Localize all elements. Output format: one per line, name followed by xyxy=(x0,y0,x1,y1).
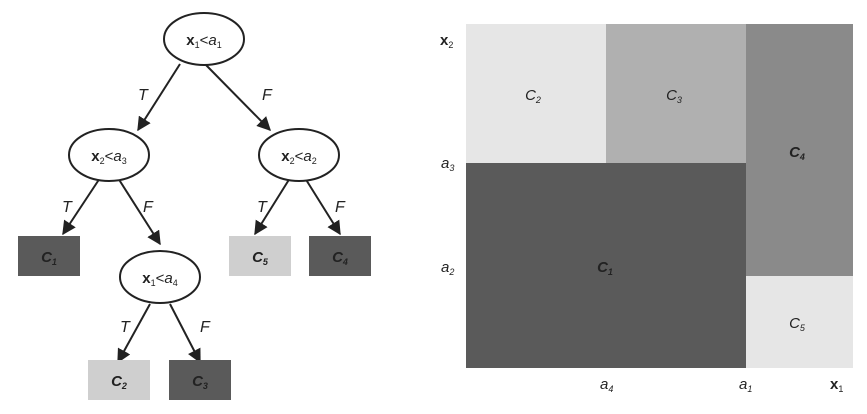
svg-text:x2<a2: x2<a2 xyxy=(281,148,316,166)
x-tick-a4: a4 xyxy=(600,376,613,394)
x-tick-a1: a1 xyxy=(739,376,752,394)
region-c5-area xyxy=(746,276,853,368)
region-c4-area xyxy=(746,24,853,276)
node-leftright: x1<a4 xyxy=(119,250,201,304)
region-c3-label: C3 xyxy=(666,87,682,105)
leaf-c1: C1 xyxy=(18,236,80,276)
edge-left-leftright xyxy=(117,177,161,246)
x-axis-variable: x1 xyxy=(830,376,843,394)
region-c2-area xyxy=(466,24,606,163)
decision-tree: T F T F T F T F x1<a1 x2<a3 x2<a2 xyxy=(18,12,371,400)
region-c1-area xyxy=(466,163,746,368)
node-right: x2<a2 xyxy=(258,128,340,182)
edge-label-root-true: T xyxy=(138,87,149,104)
edge-root-right xyxy=(204,63,271,131)
y-tick-a2: a2 xyxy=(441,259,454,277)
edge-leftright-c3 xyxy=(169,303,201,364)
region-c5-label: C5 xyxy=(789,315,806,333)
edge-label-left-true: T xyxy=(62,199,73,216)
y-tick-a3: a3 xyxy=(441,155,454,173)
svg-text:x1<a4: x1<a4 xyxy=(142,270,177,288)
edge-label-left-false: F xyxy=(143,199,154,216)
edge-label-right-true: T xyxy=(257,199,268,216)
feature-space-partition: C2 C3 C4 C1 C5 x2 a3 a2 a4 a1 xyxy=(440,24,853,394)
node-root: x1<a1 xyxy=(163,12,245,66)
leaf-c3: C3 xyxy=(169,360,231,400)
leaf-c2: C2 xyxy=(88,360,150,400)
y-axis-variable: x2 xyxy=(440,32,453,50)
leaf-c5: C5 xyxy=(229,236,291,276)
region-c3-area xyxy=(606,24,746,163)
edge-label-leftright-true: T xyxy=(120,319,131,336)
edge-label-right-false: F xyxy=(335,199,346,216)
tree-edges xyxy=(62,63,341,364)
edge-root-left xyxy=(137,63,181,132)
region-c2-label: C2 xyxy=(525,87,541,105)
leaf-c4: C4 xyxy=(309,236,371,276)
svg-text:x2<a3: x2<a3 xyxy=(91,148,126,166)
edge-leftright-c2 xyxy=(117,303,151,364)
svg-text:C3: C3 xyxy=(192,373,208,391)
edge-right-c4 xyxy=(304,177,341,236)
region-c1-label: C1 xyxy=(597,259,613,277)
svg-text:C5: C5 xyxy=(252,249,269,267)
svg-text:C1: C1 xyxy=(41,249,57,267)
edge-label-leftright-false: F xyxy=(200,319,211,336)
svg-text:C4: C4 xyxy=(332,249,348,267)
node-left: x2<a3 xyxy=(68,128,150,182)
edge-label-root-false: F xyxy=(262,87,273,104)
region-c4-label: C4 xyxy=(789,144,805,162)
edge-right-c5 xyxy=(254,177,291,236)
edge-left-c1 xyxy=(62,177,101,236)
svg-text:C2: C2 xyxy=(111,373,127,391)
svg-text:x1<a1: x1<a1 xyxy=(186,32,221,50)
